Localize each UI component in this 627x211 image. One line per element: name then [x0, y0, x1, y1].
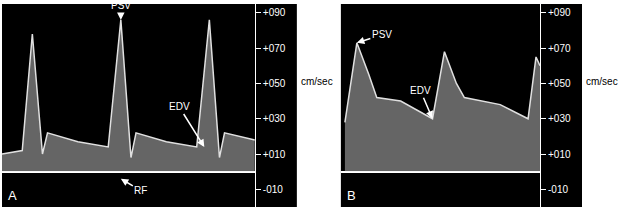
svg-text:cm/sec: cm/sec: [301, 76, 333, 87]
svg-text:EDV: EDV: [169, 101, 190, 112]
svg-text:A: A: [8, 188, 17, 203]
svg-text:EDV: EDV: [410, 85, 431, 96]
svg-text:RF: RF: [134, 185, 147, 196]
svg-text:B: B: [347, 188, 356, 203]
svg-text:+090: +090: [548, 7, 571, 18]
svg-text:+050: +050: [263, 78, 286, 89]
svg-text:+070: +070: [548, 43, 571, 54]
svg-text:-010: -010: [548, 184, 568, 195]
svg-text:+010: +010: [548, 149, 571, 160]
svg-text:PSV: PSV: [372, 29, 392, 40]
svg-text:cm/sec: cm/sec: [586, 76, 618, 87]
svg-text:+090: +090: [263, 7, 286, 18]
svg-text:-010: -010: [263, 184, 283, 195]
svg-text:+070: +070: [263, 43, 286, 54]
svg-text:+030: +030: [548, 113, 571, 124]
svg-text:+030: +030: [263, 113, 286, 124]
svg-text:+010: +010: [263, 149, 286, 160]
svg-text:+050: +050: [548, 78, 571, 89]
svg-text:PSV: PSV: [111, 0, 131, 11]
